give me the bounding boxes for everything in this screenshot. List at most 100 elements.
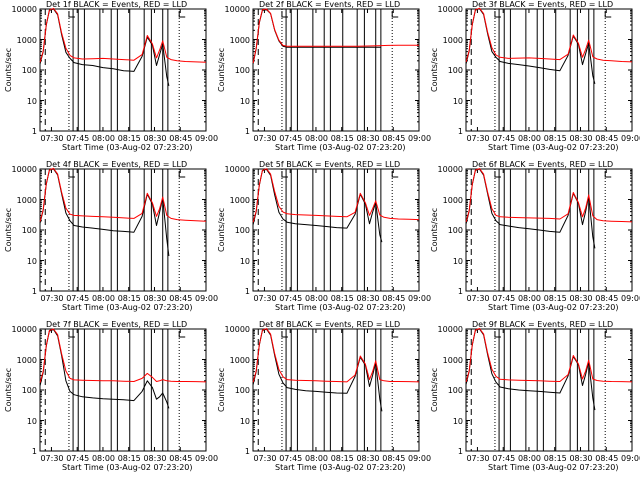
plot-frame — [39, 8, 207, 132]
y-tick-label: 10000 — [11, 325, 37, 334]
x-tick-label: 07:30 — [40, 294, 64, 303]
x-axis-label: Start Time (03-Aug-02 07:23:20) — [62, 143, 193, 152]
x-tick-label: 07:45 — [66, 294, 90, 303]
x-tick-label: 08:30 — [569, 454, 593, 463]
y-tick-label: 10 — [239, 256, 250, 266]
y-axis-label: Counts/sec — [430, 47, 439, 92]
x-tick-label: 09:00 — [408, 294, 432, 303]
detector-panel: Det 6f BLACK = Events, RED = LLD Counts/s… — [426, 160, 640, 320]
y-tick-label: 100 — [21, 66, 37, 75]
y-axis-label: Counts/sec — [430, 367, 439, 412]
y-tick-label: 1 — [457, 287, 463, 296]
x-tick-label: 09:00 — [195, 454, 219, 463]
lld-series-line — [252, 328, 420, 383]
y-tick-label: 1000 — [229, 35, 250, 45]
y-axis-label: Counts/sec — [217, 207, 226, 252]
y-tick-label: 100 — [234, 226, 250, 235]
y-tick-label: 1000 — [16, 355, 37, 365]
chart-plot-area — [465, 328, 633, 452]
y-axis-label: Counts/sec — [4, 47, 13, 92]
y-tick-label: 10000 — [11, 5, 37, 14]
x-tick-label: 08:15 — [330, 294, 354, 303]
x-tick-label: 08:15 — [330, 134, 354, 143]
y-tick-label: 100 — [447, 386, 463, 395]
y-tick-label: 10 — [452, 96, 463, 106]
x-tick-label: 08:00 — [304, 454, 329, 463]
chart-title: Det 2f BLACK = Events, RED = LLD — [259, 0, 401, 9]
y-tick-label: 1 — [31, 447, 37, 456]
interval-bracket-marker — [178, 171, 186, 178]
chart-plot-area — [39, 7, 207, 132]
chart-plot-area — [252, 168, 420, 292]
x-tick-label: 07:45 — [279, 454, 303, 463]
lld-series-line — [465, 328, 633, 383]
y-axis-label: Counts/sec — [4, 367, 13, 412]
plot-frame — [465, 168, 633, 292]
x-tick-label: 08:45 — [595, 454, 619, 463]
interval-bracket-marker — [494, 11, 501, 18]
y-axis-label: Counts/sec — [430, 207, 439, 252]
x-tick-label: 09:00 — [621, 454, 640, 463]
x-tick-label: 08:00 — [304, 134, 329, 143]
interval-bracket-marker — [604, 171, 612, 178]
detector-panel: Det 7f BLACK = Events, RED = LLD Counts/s… — [0, 320, 218, 480]
lld-series-line — [465, 168, 633, 223]
chart-plot-area — [252, 328, 420, 452]
y-tick-label: 10000 — [224, 325, 250, 334]
interval-bracket-marker — [391, 331, 399, 338]
x-tick-label: 08:15 — [543, 294, 567, 303]
y-tick-label: 1000 — [442, 355, 463, 365]
x-tick-label: 08:45 — [595, 134, 619, 143]
x-tick-label: 08:30 — [356, 134, 380, 143]
x-tick-label: 09:00 — [621, 134, 640, 143]
chart-plot-area — [252, 8, 420, 132]
interval-bracket-marker — [604, 331, 612, 338]
interval-bracket-marker — [68, 331, 75, 338]
x-tick-label: 08:15 — [117, 134, 141, 143]
y-axis-label: Counts/sec — [217, 47, 226, 92]
x-tick-label: 07:45 — [66, 454, 90, 463]
y-tick-label: 100 — [447, 66, 463, 75]
x-tick-label: 07:30 — [253, 134, 277, 143]
x-tick-label: 08:45 — [169, 454, 193, 463]
y-tick-label: 1 — [244, 447, 250, 456]
x-tick-label: 08:15 — [117, 294, 141, 303]
y-tick-label: 100 — [21, 226, 37, 235]
y-tick-label: 1000 — [229, 195, 250, 205]
detector-panel: Det 3f BLACK = Events, RED = LLD Counts/s… — [426, 0, 640, 160]
chart-title: Det 9f BLACK = Events, RED = LLD — [472, 320, 614, 329]
x-tick-label: 07:45 — [66, 134, 90, 143]
x-axis-label: Start Time (03-Aug-02 07:23:20) — [488, 303, 619, 312]
detector-panel: Det 9f BLACK = Events, RED = LLD Counts/s… — [426, 320, 640, 480]
y-tick-label: 10 — [452, 256, 463, 266]
x-axis-label: Start Time (03-Aug-02 07:23:20) — [275, 303, 406, 312]
x-tick-label: 07:30 — [466, 134, 490, 143]
x-tick-label: 09:00 — [195, 134, 219, 143]
y-tick-label: 10 — [239, 416, 250, 426]
chart-title: Det 7f BLACK = Events, RED = LLD — [46, 320, 188, 329]
x-tick-label: 08:15 — [330, 454, 354, 463]
plot-frame — [39, 328, 207, 452]
interval-bracket-marker — [281, 331, 288, 338]
x-tick-label: 08:45 — [382, 294, 406, 303]
x-tick-label: 07:45 — [279, 294, 303, 303]
y-tick-label: 10000 — [224, 165, 250, 174]
y-tick-label: 100 — [234, 66, 250, 75]
x-tick-label: 08:45 — [595, 294, 619, 303]
chart-title: Det 1f BLACK = Events, RED = LLD — [46, 0, 188, 9]
x-tick-label: 07:45 — [492, 294, 516, 303]
y-tick-label: 100 — [234, 386, 250, 395]
x-axis-label: Start Time (03-Aug-02 07:23:20) — [275, 143, 406, 152]
x-tick-label: 08:30 — [569, 134, 593, 143]
detector-panel: Det 8f BLACK = Events, RED = LLD Counts/s… — [213, 320, 431, 480]
x-tick-label: 07:45 — [279, 134, 303, 143]
y-tick-label: 10000 — [437, 5, 463, 14]
y-tick-label: 1000 — [16, 35, 37, 45]
chart-title: Det 3f BLACK = Events, RED = LLD — [472, 0, 614, 9]
y-tick-label: 10000 — [437, 325, 463, 334]
y-tick-label: 100 — [21, 386, 37, 395]
y-tick-label: 10 — [26, 96, 37, 106]
x-tick-label: 08:30 — [356, 294, 380, 303]
interval-bracket-marker — [68, 171, 75, 178]
